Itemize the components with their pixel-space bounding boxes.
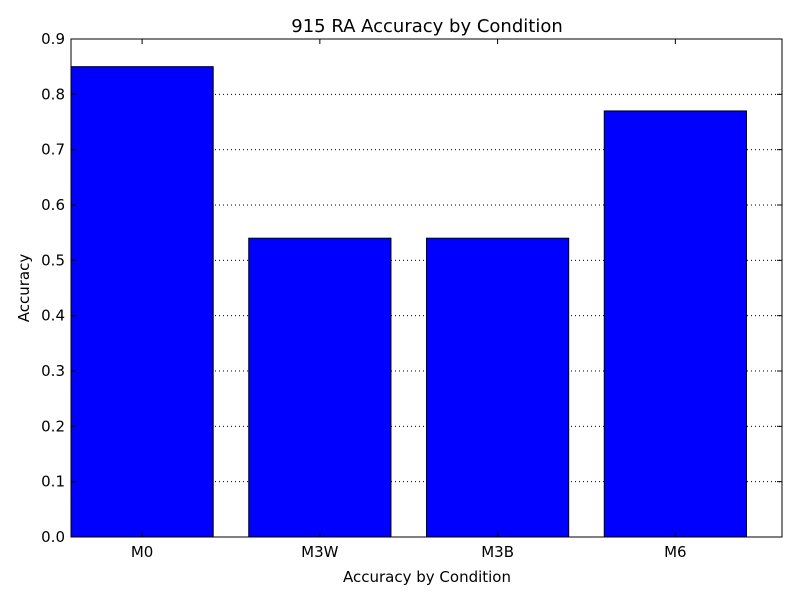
y-tick-label: 0.0 (41, 528, 65, 546)
y-tick-label: 0.5 (41, 251, 65, 269)
x-tick-label: M3W (301, 543, 338, 561)
y-tick-label: 0.1 (41, 473, 65, 491)
chart-title: 915 RA Accuracy by Condition (291, 16, 563, 37)
y-tick-label: 0.3 (41, 362, 65, 380)
y-tick-labels: 0.0 0.1 0.2 0.3 0.4 0.5 0.6 0.7 0.8 0.9 (41, 30, 65, 546)
y-tick-label: 0.6 (41, 196, 65, 214)
x-tick-labels: M0 M3W M3B M6 (131, 543, 687, 561)
x-tick-label: M3B (481, 543, 514, 561)
y-tick-label: 0.2 (41, 417, 65, 435)
y-tick-label: 0.8 (41, 85, 65, 103)
bar-m3b (426, 237, 570, 538)
bar-m3w (248, 237, 392, 538)
y-tick-label: 0.7 (41, 141, 65, 159)
x-tick-label: M0 (131, 543, 154, 561)
x-axis-label: Accuracy by Condition (343, 568, 511, 586)
x-tick-label: M6 (664, 543, 687, 561)
y-tick-label: 0.9 (41, 30, 65, 48)
y-tick-label: 0.4 (41, 307, 65, 325)
bars (70, 66, 747, 538)
y-axis-label: Accuracy (15, 254, 33, 323)
axis-ticks (71, 38, 782, 538)
plot-frame (70, 38, 783, 538)
bar-m0 (70, 66, 214, 538)
bar-m6 (603, 110, 747, 538)
